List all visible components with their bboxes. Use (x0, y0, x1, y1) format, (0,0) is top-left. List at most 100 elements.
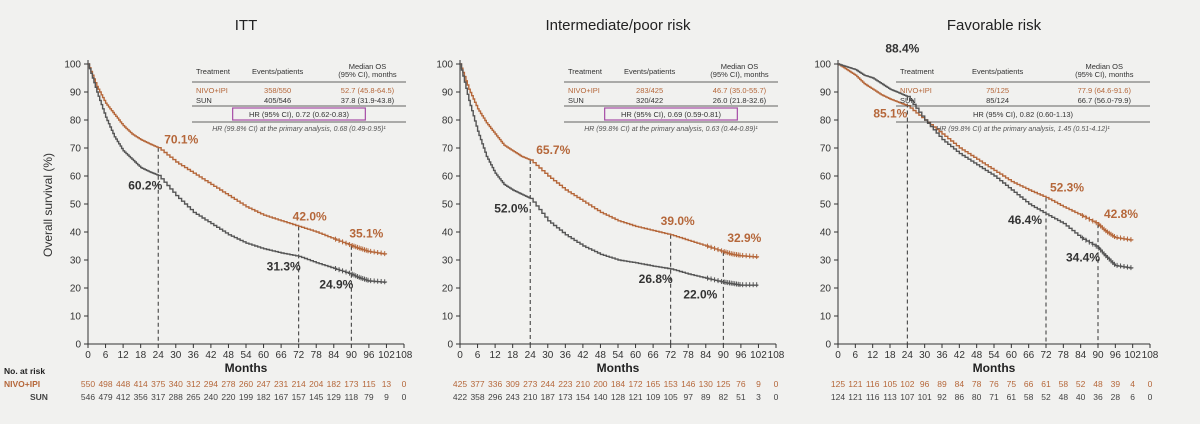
x-tick-label: 60 (630, 350, 642, 361)
risk-count-nivo: 75 (1007, 379, 1017, 389)
x-tick-label: 18 (135, 350, 147, 361)
risk-count-nivo: 204 (309, 379, 323, 389)
x-axis-label: Months (973, 361, 1016, 375)
hr-primary-note: HR (99.8% CI) at the primary analysis, 0… (584, 126, 758, 133)
risk-count-sun: 167 (274, 392, 288, 402)
y-tick-label: 0 (447, 340, 453, 351)
hr-primary-note: HR (99.8% CI) at the primary analysis, 0… (212, 126, 386, 133)
risk-count-sun: 173 (558, 392, 572, 402)
table-cell-arm: SUN (568, 96, 584, 105)
risk-count-nivo: 550 (81, 379, 95, 389)
x-tick-label: 54 (240, 350, 252, 361)
x-tick-label: 90 (1092, 350, 1104, 361)
x-tick-label: 84 (700, 350, 712, 361)
risk-count-nivo: 214 (292, 379, 306, 389)
risk-count-nivo: 9 (756, 379, 761, 389)
km-curve-nivo-ipi (88, 63, 388, 255)
landmark-label: 24.9% (319, 277, 353, 291)
hr-value: HR (95% CI), 0.82 (0.60-1.13) (973, 110, 1074, 119)
risk-count-sun: 220 (221, 392, 235, 402)
y-tick-label: 10 (442, 312, 454, 323)
risk-count-sun: 109 (646, 392, 660, 402)
risk-count-nivo: 76 (736, 379, 746, 389)
risk-count-nivo: 448 (116, 379, 130, 389)
y-tick-label: 50 (820, 200, 832, 211)
x-tick-label: 30 (542, 350, 554, 361)
risk-count-sun: 128 (611, 392, 625, 402)
risk-count-nivo: 130 (699, 379, 713, 389)
x-tick-label: 0 (835, 350, 841, 361)
y-tick-label: 30 (442, 256, 454, 267)
y-tick-label: 70 (442, 144, 454, 155)
hr-primary-note: HR (99.8% CI) at the primary analysis, 1… (936, 126, 1110, 133)
risk-count-sun: 356 (134, 392, 148, 402)
table-cell-median: 66.7 (56.0-79.9) (1078, 96, 1132, 105)
risk-count-nivo: 48 (1093, 379, 1103, 389)
hr-highlight-box (604, 107, 738, 121)
risk-count-sun: 92 (937, 392, 947, 402)
hr-value: HR (95% CI), 0.72 (0.62-0.83) (249, 110, 350, 119)
x-tick-label: 108 (768, 350, 785, 361)
x-tick-label: 78 (1058, 350, 1070, 361)
table-cell-events: 85/124 (986, 96, 1009, 105)
x-tick-label: 54 (612, 350, 624, 361)
risk-count-nivo: 84 (955, 379, 965, 389)
risk-count-nivo: 125 (831, 379, 845, 389)
risk-count-sun: 82 (719, 392, 729, 402)
risk-count-sun: 3 (756, 392, 761, 402)
x-tick-label: 36 (936, 350, 948, 361)
risk-count-sun: 479 (98, 392, 112, 402)
table-header-events: Events/patients (252, 67, 304, 76)
risk-count-sun: 124 (831, 392, 845, 402)
risk-count-sun: 358 (470, 392, 484, 402)
chart-title: ITT (235, 17, 258, 34)
risk-count-nivo: 153 (664, 379, 678, 389)
x-tick-label: 108 (1142, 350, 1159, 361)
landmark-label: 85.1% (873, 107, 907, 121)
landmark-label: 34.4% (1066, 251, 1100, 265)
chart-title: Favorable risk (947, 17, 1042, 34)
chart-panel-2: Intermediate/poor risk010203040506070809… (436, 17, 784, 402)
landmark-label: 42.0% (293, 209, 327, 223)
table-cell-events: 405/546 (264, 96, 291, 105)
landmark-label: 31.3% (267, 259, 301, 273)
risk-count-sun: 0 (1148, 392, 1153, 402)
x-tick-label: 66 (648, 350, 660, 361)
y-tick-label: 40 (442, 228, 454, 239)
risk-count-nivo: 52 (1076, 379, 1086, 389)
risk-count-sun: 546 (81, 392, 95, 402)
table-header-treatment: Treatment (196, 67, 231, 76)
y-tick-label: 80 (442, 116, 454, 127)
table-header-events: Events/patients (624, 67, 676, 76)
table-cell-median: 37.8 (31.9-43.8) (341, 96, 395, 105)
risk-count-sun: 97 (683, 392, 693, 402)
risk-count-nivo: 247 (256, 379, 270, 389)
risk-count-sun: 121 (848, 392, 862, 402)
x-tick-label: 30 (170, 350, 182, 361)
risk-count-nivo: 105 (883, 379, 897, 389)
y-tick-label: 60 (70, 172, 82, 183)
x-tick-label: 102 (750, 350, 767, 361)
table-cell-median: 77.9 (64.6-91.6) (1078, 86, 1132, 95)
x-tick-label: 90 (718, 350, 730, 361)
risk-count-sun: 243 (506, 392, 520, 402)
table-header-treatment: Treatment (568, 67, 603, 76)
risk-count-sun: 101 (918, 392, 932, 402)
risk-arm-label-nivo: NIVO+IPI (4, 379, 40, 389)
risk-count-nivo: 58 (1059, 379, 1069, 389)
x-tick-label: 102 (1124, 350, 1141, 361)
km-curve-nivo-ipi (838, 63, 1134, 241)
risk-count-sun: 296 (488, 392, 502, 402)
x-tick-label: 24 (525, 350, 537, 361)
table-header-median: Median OS (349, 62, 387, 71)
table-header-median-ci: (95% CI), months (338, 70, 397, 79)
risk-count-nivo: 165 (646, 379, 660, 389)
risk-count-nivo: 184 (611, 379, 625, 389)
risk-count-nivo: 13 (382, 379, 392, 389)
x-tick-label: 12 (118, 350, 130, 361)
risk-count-sun: 58 (1024, 392, 1034, 402)
y-tick-label: 30 (70, 256, 82, 267)
y-tick-label: 80 (70, 116, 82, 127)
x-axis-label: Months (597, 361, 640, 375)
km-curve-nivo-ipi (460, 63, 760, 258)
